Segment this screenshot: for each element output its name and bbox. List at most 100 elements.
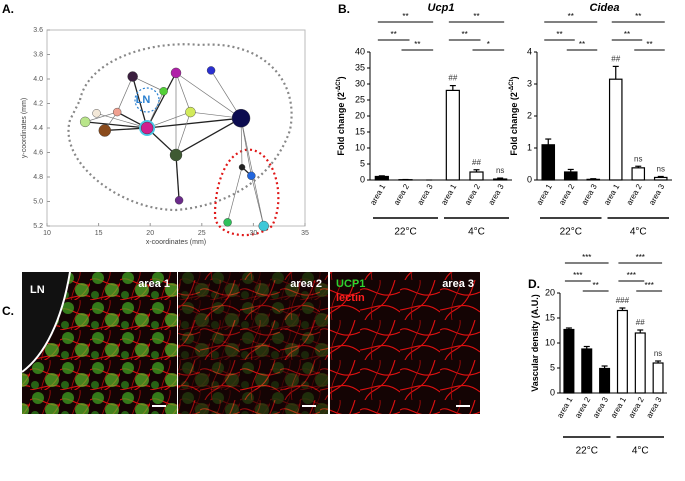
ln-border (21, 271, 71, 373)
y-tick-label: 1 (527, 142, 532, 152)
x-tick-label: area 3 (645, 395, 664, 420)
y-tick-label: 4.2 (33, 100, 43, 107)
x-tick-label: 20 (146, 230, 154, 237)
bar (581, 348, 593, 394)
y-axis-label-part: Fold change (2 (336, 92, 346, 156)
bracket-label: ** (624, 30, 630, 39)
y-tick-label: 3 (527, 78, 532, 88)
edge (175, 117, 242, 156)
y-axis-label-part: Vascular density (A.U.) (530, 294, 540, 392)
node (231, 108, 251, 128)
image-label: area 3 (442, 278, 474, 290)
x-tick-label: area 2 (627, 395, 646, 420)
node (98, 124, 111, 137)
node (140, 121, 154, 135)
edge (175, 72, 242, 119)
y-axis-label-part: -ΔCt (509, 79, 515, 92)
node (112, 107, 122, 117)
chart-title: Ucp1 (428, 2, 455, 14)
y-tick-label: 20 (355, 110, 365, 120)
significance-mark: ## (611, 55, 620, 64)
edge (132, 76, 148, 129)
x-tick-label: 15 (95, 230, 103, 237)
group-label: 4°C (630, 227, 647, 238)
cluster-outline (67, 43, 293, 212)
significance-mark: ns (634, 154, 642, 163)
x-tick-label: area 1 (602, 182, 621, 207)
bracket-label: *** (644, 281, 653, 290)
x-tick-label: area 3 (416, 182, 435, 207)
node (247, 171, 256, 180)
y-tick-label: 4.4 (33, 125, 43, 132)
y-tick-label: 35 (355, 62, 365, 72)
edge (147, 117, 242, 129)
node (174, 196, 184, 205)
x-tick-label: area 3 (580, 182, 599, 207)
x-tick-label: area 2 (625, 182, 644, 207)
micrograph-overlay (178, 272, 328, 414)
y-tick-label: 40 (355, 46, 365, 56)
bar (631, 167, 646, 181)
y-axis-label: y-coordinates (mm) (21, 98, 28, 158)
x-tick-label: 30 (250, 230, 258, 237)
x-tick-label: 35 (301, 230, 309, 237)
node (170, 67, 182, 79)
node (79, 116, 91, 128)
node (238, 163, 246, 171)
y-tick-label: 2 (527, 110, 532, 120)
bar (493, 178, 508, 181)
edge (85, 111, 118, 123)
bracket-label: ** (568, 12, 574, 21)
group-label: 22°C (394, 227, 416, 238)
x-tick-label: 25 (198, 230, 206, 237)
y-tick-label: 4 (527, 46, 532, 56)
x-tick-label: area 1 (368, 182, 387, 207)
bracket-label: ** (556, 30, 562, 39)
group-label: 4°C (468, 227, 485, 238)
bracket-label: ** (646, 40, 652, 49)
edge (132, 76, 164, 92)
y-axis-label: Fold change (2-ΔCt) (336, 76, 347, 155)
bracket-label: *** (627, 271, 636, 280)
x-tick-label: area 2 (392, 182, 411, 207)
bar (586, 178, 601, 181)
bar (374, 175, 389, 181)
group-label: 4°C (632, 446, 649, 457)
y-tick-label: 4.0 (33, 76, 43, 83)
y-tick-label: 4.6 (33, 149, 43, 156)
y-axis-label-part: -ΔCt (336, 79, 342, 92)
x-tick-label: area 3 (487, 182, 506, 207)
lymph-node-region (22, 272, 70, 372)
edge (227, 167, 243, 223)
bracket-label: ** (462, 30, 468, 39)
image-label: lectin (336, 292, 365, 304)
panel-label: C. (2, 304, 14, 318)
x-axis-label: x-coordinates (mm) (146, 239, 206, 246)
edge (175, 111, 191, 156)
bracket-label: *** (573, 271, 582, 280)
bracket-label: ** (391, 30, 397, 39)
group-label: 22°C (560, 227, 582, 238)
bar (616, 309, 628, 394)
y-tick-label: 3.8 (33, 51, 43, 58)
edge (175, 72, 191, 113)
edge (250, 175, 265, 227)
x-tick-label: 10 (43, 230, 51, 237)
chart-title: Cidea (590, 2, 620, 14)
edge (146, 72, 177, 129)
node (159, 87, 168, 96)
x-tick-label: area 3 (647, 182, 666, 207)
bar (445, 89, 460, 181)
y-tick-label: 5 (360, 158, 365, 168)
bar (599, 367, 611, 394)
x-tick-label: area 3 (591, 395, 610, 420)
y-axis-label-part: ) (336, 76, 346, 79)
bar (634, 332, 646, 394)
node (92, 109, 101, 118)
bracket-label: ** (402, 12, 408, 21)
cluster-outline (213, 148, 280, 237)
image-label: area 1 (138, 278, 170, 290)
edge (116, 76, 133, 113)
node (258, 220, 269, 232)
